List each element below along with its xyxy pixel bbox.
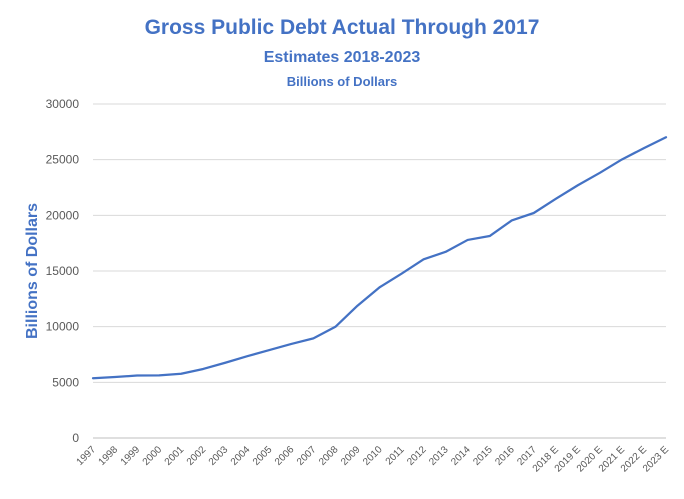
y-tick-label: 25000: [46, 153, 80, 167]
x-tick-label: 2006: [273, 444, 297, 468]
x-tick-label: 2007: [295, 444, 319, 468]
y-tick-label: 10000: [46, 320, 80, 334]
x-tick-label: 2002: [185, 444, 209, 468]
series-line: [91, 136, 668, 380]
x-tick-label: 2011: [384, 444, 407, 467]
chart-subtitle-units: Billions of Dollars: [286, 74, 398, 89]
x-tick-label: 2004: [229, 444, 253, 468]
x-tick-label: 2010: [361, 444, 385, 468]
y-axis-label: Billions of Dollars: [24, 203, 41, 339]
x-tick-label: 2014: [449, 444, 473, 468]
x-tick-label: 2003: [207, 444, 231, 468]
chart-title: Gross Public Debt Actual Through 2017: [144, 16, 540, 39]
x-tick-label: 2013: [427, 444, 451, 468]
x-tick-label: 2015: [471, 444, 495, 468]
y-tick-label: 0: [72, 431, 79, 445]
y-tick-label: 20000: [46, 208, 80, 222]
x-tick-label: 2009: [339, 444, 363, 468]
x-tick-label: 1997: [75, 444, 99, 468]
y-tick-label: 30000: [46, 97, 80, 111]
x-tick-label: 2012: [405, 444, 429, 468]
x-tick-label: 2001: [163, 444, 187, 468]
x-tick-label: 1998: [97, 444, 121, 468]
x-tick-label: 2000: [141, 444, 165, 468]
y-tick-label: 5000: [52, 375, 79, 389]
chart-subtitle: Estimates 2018-2023: [263, 49, 421, 66]
y-tick-label: 15000: [46, 264, 80, 278]
x-tick-label: 2008: [317, 444, 341, 468]
x-tick-label: 2016: [493, 444, 517, 468]
x-tick-label: 1999: [119, 444, 143, 468]
x-tick-label: 2005: [251, 444, 275, 468]
